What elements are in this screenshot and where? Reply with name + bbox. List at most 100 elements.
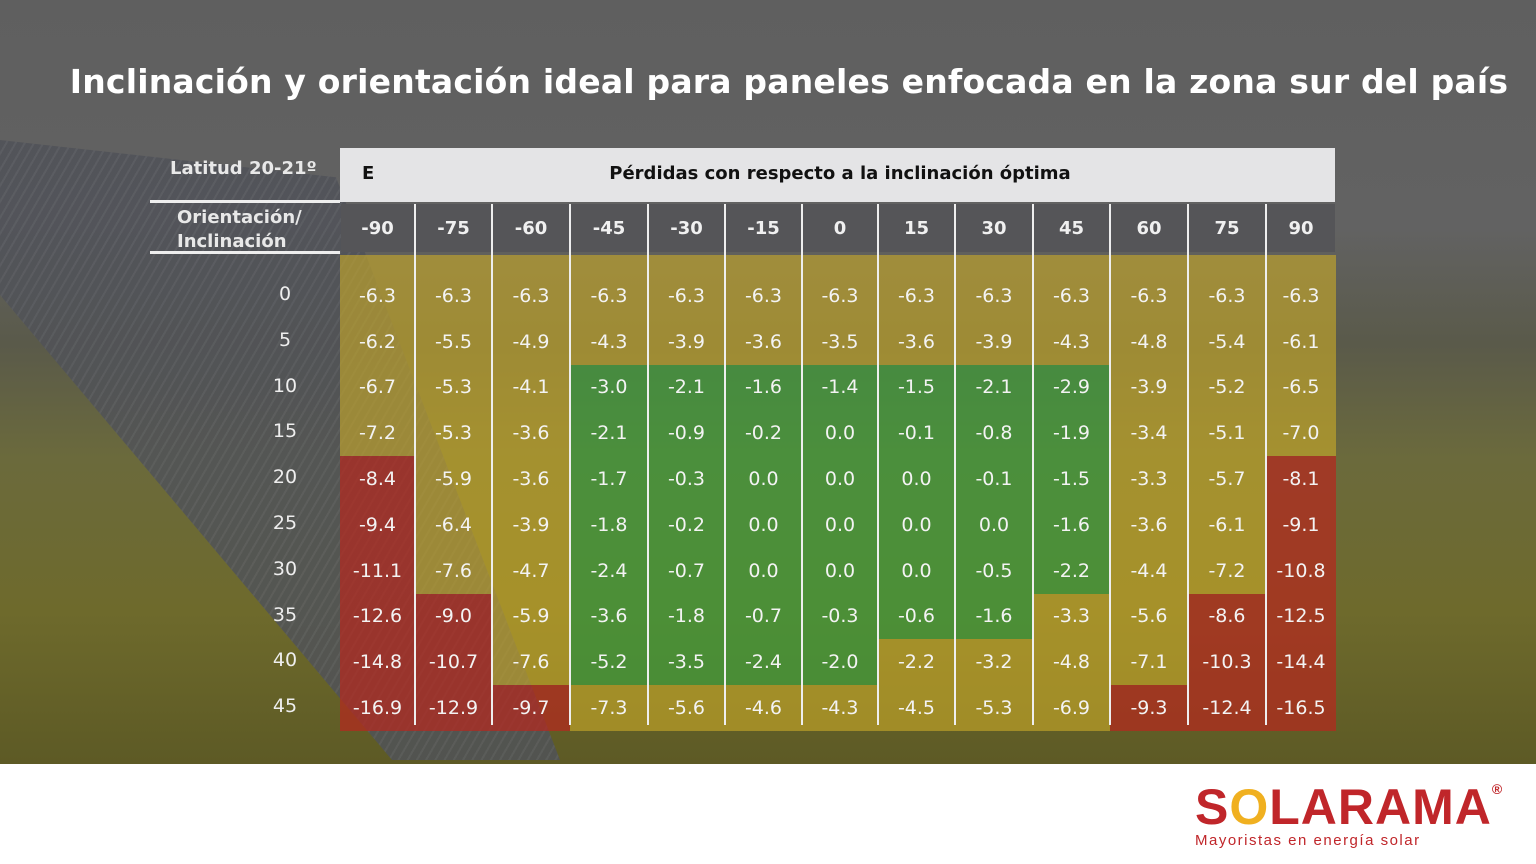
table-cell: -4.3 — [570, 318, 648, 365]
table-cell: -0.9 — [648, 410, 725, 457]
table-cell: 0.0 — [955, 502, 1033, 548]
table-cell: -4.6 — [725, 685, 802, 731]
column-divider — [1187, 204, 1189, 725]
table-cell: -3.6 — [1110, 502, 1188, 548]
table-cell: 0.0 — [725, 456, 802, 502]
table-cell: -3.9 — [1110, 364, 1188, 411]
column-header: -60 — [493, 204, 569, 252]
row-label: 5 — [278, 328, 292, 351]
table-cell: -0.1 — [955, 456, 1033, 502]
solarama-logo: SOLARAMA® Mayoristas en energía solar — [1195, 782, 1503, 849]
row-label: 0 — [278, 283, 292, 305]
table-cell: -12.4 — [1188, 685, 1266, 731]
direction-label: E — [362, 163, 375, 184]
row-label: 20 — [272, 466, 298, 489]
column-header: -90 — [341, 204, 414, 252]
table-cell: -5.6 — [648, 685, 725, 731]
column-header: -30 — [649, 204, 724, 252]
table-cell: -5.2 — [570, 639, 648, 686]
table-cell: -1.5 — [878, 364, 955, 411]
row-label: 30 — [272, 557, 298, 580]
table-cell: -6.3 — [1110, 255, 1188, 319]
table-cell: -5.2 — [1188, 364, 1266, 411]
table-cell: -0.1 — [878, 410, 955, 457]
table-cell: -7.6 — [415, 547, 492, 594]
table-cell: -3.6 — [878, 318, 955, 365]
table-cell: -12.6 — [340, 593, 415, 640]
table-cell: -6.3 — [648, 255, 725, 319]
page-title: Inclinación y orientación ideal para pan… — [69, 62, 1509, 101]
table-cell: -4.3 — [1033, 318, 1110, 365]
table-cell: -7.0 — [1266, 410, 1336, 457]
table-cell: 0.0 — [878, 502, 955, 548]
row-label: 10 — [272, 374, 298, 397]
table-cell: -7.2 — [1188, 547, 1266, 594]
table-cell: -6.3 — [802, 255, 878, 319]
table-cell: -1.8 — [570, 502, 648, 548]
row-header-label: Orientación/ Inclinación — [177, 207, 302, 252]
column-divider — [569, 204, 571, 725]
column-header: 0 — [803, 204, 877, 252]
row-label: 35 — [272, 603, 298, 626]
table-cell: -12.5 — [1266, 593, 1336, 640]
table-cell: 0.0 — [802, 410, 878, 457]
table-cell: -2.1 — [648, 364, 725, 411]
table-cell: -3.4 — [1110, 410, 1188, 457]
table-cell: -0.3 — [648, 456, 725, 502]
column-header: 75 — [1189, 204, 1265, 252]
row-label: 45 — [272, 695, 298, 718]
table-cell: -1.9 — [1033, 410, 1110, 457]
table-cell: -3.5 — [648, 639, 725, 686]
table-cell: -6.4 — [415, 502, 492, 548]
table-cell: -0.3 — [802, 593, 878, 640]
table-cell: -16.5 — [1266, 685, 1336, 731]
table-cell: -5.3 — [415, 364, 492, 411]
table-cell: -5.3 — [415, 410, 492, 457]
table-cell: -2.1 — [570, 410, 648, 457]
table-cell: -4.1 — [492, 364, 570, 411]
table-cell: -4.9 — [492, 318, 570, 365]
table-cell: -3.6 — [570, 593, 648, 640]
table-cell: -10.7 — [415, 639, 492, 686]
table-cell: -11.1 — [340, 547, 415, 594]
row-label: 40 — [272, 649, 298, 672]
table-cell: -6.3 — [492, 255, 570, 319]
table-cell: -14.8 — [340, 639, 415, 686]
table-cell: -5.9 — [415, 456, 492, 502]
table-cell: -2.4 — [570, 547, 648, 594]
column-divider — [1265, 204, 1267, 725]
table-cell: -0.6 — [878, 593, 955, 640]
table-cell: -2.1 — [955, 364, 1033, 411]
table-cell: -2.2 — [1033, 547, 1110, 594]
table-cell: -7.6 — [492, 639, 570, 686]
table-cell: -8.6 — [1188, 593, 1266, 640]
table-cell: -6.3 — [340, 255, 415, 319]
table-cell: -6.2 — [340, 318, 415, 365]
table-cell: -9.0 — [415, 593, 492, 640]
table-cell: -10.3 — [1188, 639, 1266, 686]
table-cell: -3.6 — [725, 318, 802, 365]
column-header: -75 — [416, 204, 491, 252]
row-label: 15 — [272, 420, 298, 443]
column-header: 15 — [879, 204, 954, 252]
table-cell: 0.0 — [878, 547, 955, 594]
table-cell: -3.0 — [570, 364, 648, 411]
table-cell: -5.7 — [1188, 456, 1266, 502]
table-cell: -6.3 — [878, 255, 955, 319]
column-header: 60 — [1111, 204, 1187, 252]
table-cell: -3.9 — [648, 318, 725, 365]
table-cell: -4.8 — [1033, 639, 1110, 686]
logo-tagline: Mayoristas en energía solar — [1195, 832, 1421, 849]
column-header: -15 — [726, 204, 801, 252]
table-cell: -1.7 — [570, 456, 648, 502]
column-divider — [954, 204, 956, 725]
table-cell: -6.3 — [1188, 255, 1266, 319]
table-cell: -4.7 — [492, 547, 570, 594]
table-cell: -0.2 — [648, 502, 725, 548]
table-cell: -1.5 — [1033, 456, 1110, 502]
table-cell: -2.9 — [1033, 364, 1110, 411]
table-cell: -1.6 — [725, 364, 802, 411]
table-cell: 0.0 — [725, 502, 802, 548]
table-cell: 0.0 — [802, 547, 878, 594]
table-cell: -7.2 — [340, 410, 415, 457]
